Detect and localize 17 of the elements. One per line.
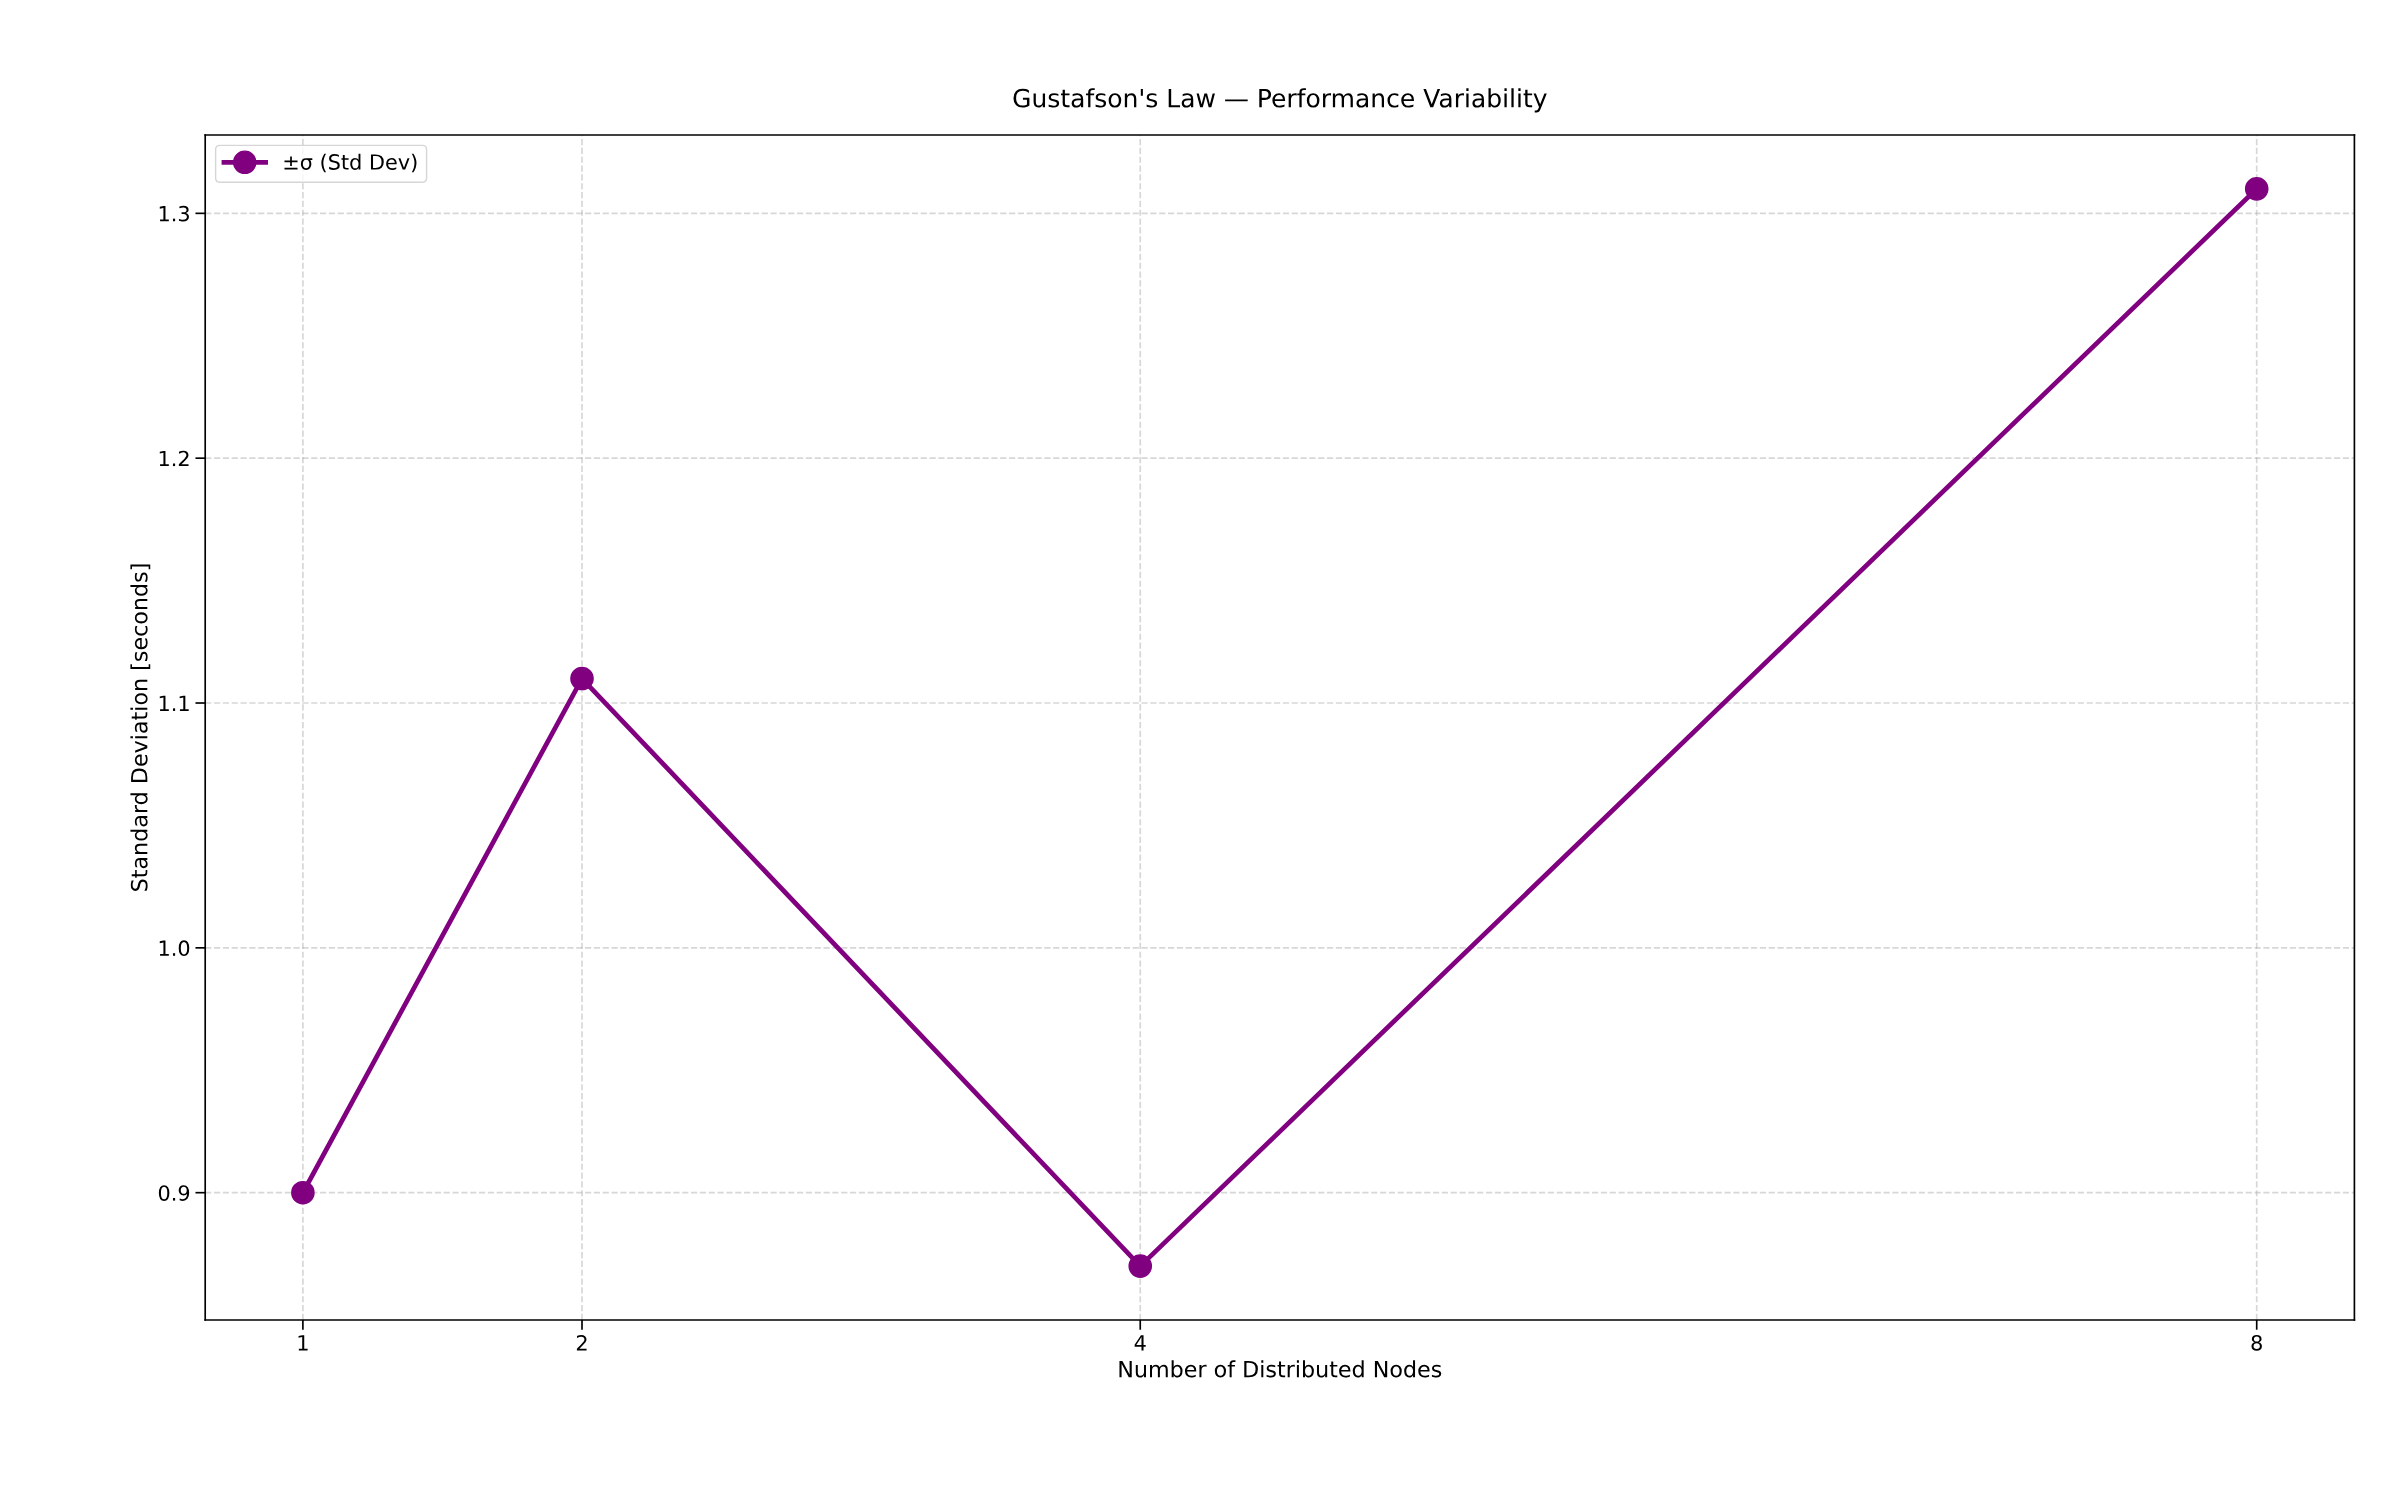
x-tick-label: 2 xyxy=(576,1334,587,1351)
point xyxy=(1128,1254,1153,1278)
x-tick-label: 1 xyxy=(298,1335,308,1351)
y-axis-title: Standard Deviation [seconds] xyxy=(130,564,151,891)
point xyxy=(2244,177,2269,201)
x-tick-label: 4 xyxy=(1134,1335,1146,1351)
y-tick-label: 1.1 xyxy=(159,695,189,711)
point xyxy=(570,666,594,691)
y-tick-label: 1.3 xyxy=(159,205,189,222)
point xyxy=(291,1180,315,1205)
y-tick-label: 0.9 xyxy=(158,1185,190,1201)
legend-label: ±σ (Std Dev) xyxy=(284,153,417,173)
x-tick-label: 8 xyxy=(2251,1334,2262,1351)
x-axis-title: Number of Distributed Nodes xyxy=(1119,1360,1442,1378)
chart-title: Gustafson's Law — Performance Variability xyxy=(1013,88,1547,113)
y-tick-label: 1.0 xyxy=(159,940,190,957)
y-tick-label: 1.2 xyxy=(159,450,189,467)
